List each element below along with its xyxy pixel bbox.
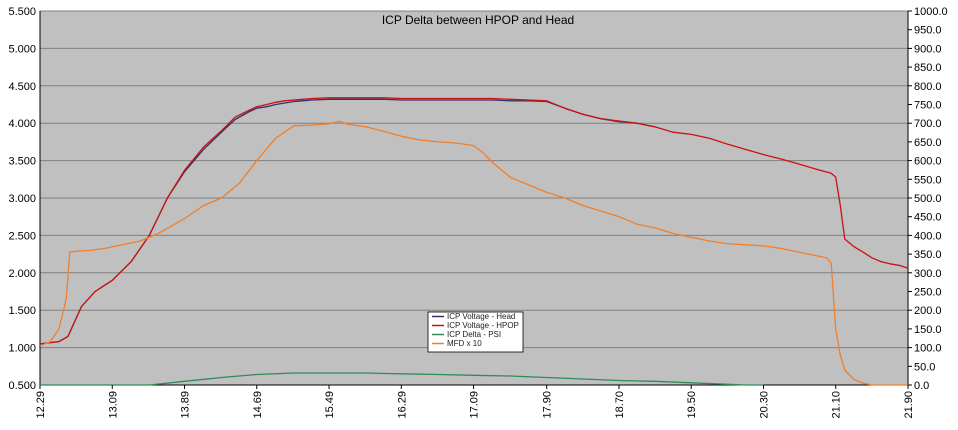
x-tick-label: 16.29 <box>396 391 408 419</box>
left-y-tick-label: 1.500 <box>8 305 36 317</box>
x-tick-label: 20.30 <box>758 391 770 419</box>
left-y-tick-label: 5.500 <box>8 6 36 18</box>
left-y-tick-label: 4.500 <box>8 81 36 93</box>
right-y-tick-label: 700.0 <box>914 118 942 130</box>
legend-box <box>427 311 524 353</box>
right-y-tick-label: 400.0 <box>914 230 942 242</box>
x-tick-label: 18.70 <box>614 391 626 419</box>
right-y-tick-label: 50.0 <box>914 361 935 373</box>
right-y-tick-label: 550.0 <box>914 174 942 186</box>
right-y-tick-label: 600.0 <box>914 156 942 168</box>
x-tick-label: 13.09 <box>107 391 119 419</box>
left-y-tick-label: 3.500 <box>8 156 36 168</box>
left-y-tick-label: 3.000 <box>8 193 36 205</box>
right-y-tick-label: 650.0 <box>914 137 942 149</box>
left-y-tick-label: 2.000 <box>8 268 36 280</box>
chart-title: ICP Delta between HPOP and Head <box>382 13 574 27</box>
x-tick-label: 21.90 <box>903 391 915 419</box>
x-tick-label: 17.09 <box>469 391 481 419</box>
series-line-1 <box>39 97 909 345</box>
x-tick-label: 15.49 <box>324 391 336 419</box>
right-y-tick-label: 150.0 <box>914 324 942 336</box>
left-y-tick-label: 5.000 <box>8 43 36 55</box>
left-y-axis-ticks: 0.500 1.000 1.500 2.000 2.500 3.000 3.500 4.000… <box>8 6 36 392</box>
x-tick-label: 13.89 <box>180 391 192 419</box>
right-y-axis-ticks: 0.0 50.0 100.0 150.0 200.0 250.0 300.0 350.0 400… <box>908 6 948 392</box>
right-y-tick-label: 950.0 <box>914 25 942 37</box>
right-y-tick-label: 750.0 <box>914 100 942 112</box>
right-y-tick-label: 800.0 <box>914 81 942 93</box>
right-y-tick-label: 200.0 <box>914 305 942 317</box>
left-y-tick-label: 1.000 <box>8 343 36 355</box>
legend-label: ICP Voltage - Head <box>447 312 515 321</box>
legend-label: MFD x 10 <box>447 339 482 348</box>
right-y-tick-label: 450.0 <box>914 212 942 224</box>
x-tick-label: 12.29 <box>35 391 47 419</box>
right-y-tick-label: 850.0 <box>914 62 942 74</box>
right-y-tick-label: 250.0 <box>914 287 942 299</box>
right-y-tick-label: 0.0 <box>914 380 929 392</box>
right-y-tick-label: 350.0 <box>914 249 942 261</box>
legend-label: ICP Voltage - HPOP <box>447 321 519 330</box>
left-y-tick-label: 0.500 <box>8 380 36 392</box>
series-lines <box>39 97 909 386</box>
right-y-tick-label: 500.0 <box>914 193 942 205</box>
left-y-tick-label: 2.500 <box>8 230 36 242</box>
series-line-3 <box>39 120 908 386</box>
right-y-tick-label: 1000.0 <box>914 6 948 18</box>
right-y-tick-label: 100.0 <box>914 343 942 355</box>
x-tick-label: 14.69 <box>252 391 264 419</box>
x-tick-label: 19.50 <box>686 391 698 419</box>
x-axis-ticks: 12.29 13.09 13.89 14.69 15.49 16.29 17.09 17.90… <box>35 385 915 419</box>
right-y-tick-label: 900.0 <box>914 43 942 55</box>
x-tick-label: 21.10 <box>831 391 843 419</box>
series-line-2 <box>40 372 764 386</box>
x-tick-label: 17.90 <box>542 391 554 419</box>
legend-label: ICP Delta - PSI <box>447 330 501 339</box>
right-y-tick-label: 300.0 <box>914 268 942 280</box>
left-y-tick-label: 4.000 <box>8 118 36 130</box>
